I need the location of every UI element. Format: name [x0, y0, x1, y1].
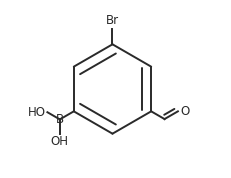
Text: O: O — [179, 105, 188, 118]
Text: OH: OH — [51, 135, 69, 148]
Text: B: B — [55, 113, 64, 126]
Text: Br: Br — [106, 14, 119, 27]
Text: HO: HO — [28, 106, 46, 119]
